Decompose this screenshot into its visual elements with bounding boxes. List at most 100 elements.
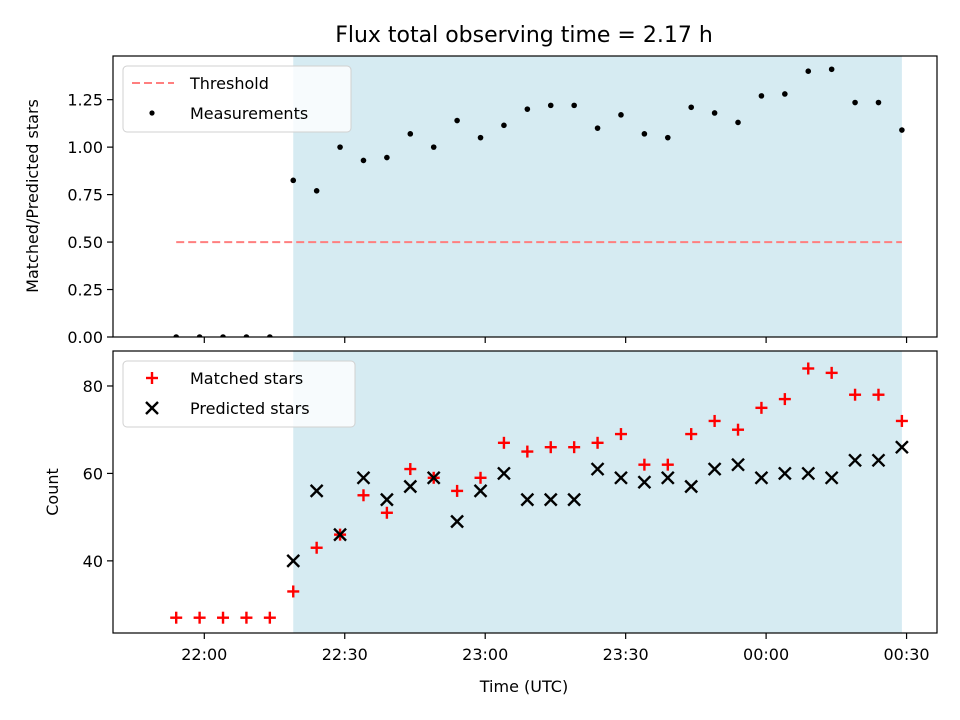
- predicted-stars-point: [380, 492, 394, 507]
- measurements-point: [337, 144, 343, 150]
- matched-stars-point: [825, 366, 838, 379]
- measurements-point: [407, 131, 414, 137]
- matched-stars-point: [287, 585, 300, 598]
- measurements-point: [899, 127, 905, 133]
- measurements-point: [360, 157, 367, 164]
- matched-stars-point: [451, 484, 464, 497]
- predicted-stars-point: [473, 484, 488, 498]
- counts-axes-frame: [112, 350, 938, 634]
- matched-stars-point: [708, 414, 721, 427]
- measurements-legend-swatch: [149, 110, 155, 116]
- predicted-stars-point: [871, 453, 886, 468]
- predicted-stars-point: [497, 466, 511, 481]
- measurements-point: [220, 334, 226, 337]
- predicted-stars-point: [684, 479, 699, 494]
- measurements-point: [384, 154, 390, 161]
- measurements-point: [664, 134, 671, 141]
- predicted-stars-point: [731, 457, 745, 472]
- measurements-point: [243, 334, 250, 337]
- threshold-legend-label: Threshold: [189, 74, 269, 93]
- matched-stars-point: [357, 489, 370, 502]
- x-tick-label: 00:00: [743, 645, 789, 664]
- counts-y-tick-label: 60: [83, 464, 103, 483]
- matched-stars-point: [778, 393, 791, 406]
- measurements-point: [875, 99, 882, 106]
- measurements-point: [828, 66, 835, 73]
- measurements-point: [594, 125, 601, 131]
- matched-stars-point: [217, 611, 230, 624]
- measurements-point: [524, 106, 531, 112]
- ratio-axes-frame: [112, 55, 938, 338]
- matched-stars-point: [521, 445, 534, 458]
- measurements-point: [477, 134, 484, 141]
- matched-stars-point: [193, 611, 206, 624]
- matched-stars-point: [404, 463, 417, 476]
- predicted-stars-point: [707, 462, 722, 476]
- matched-stars-point: [170, 611, 183, 624]
- ratio-y-tick-label: 0.50: [67, 233, 103, 252]
- measurements-point: [173, 334, 180, 337]
- measurements-point: [735, 119, 741, 126]
- measurements-point: [196, 334, 203, 337]
- x-tick-label: 23:30: [603, 645, 649, 664]
- measurements-point: [688, 104, 695, 111]
- ratio-y-tick-label: 0.25: [67, 281, 103, 300]
- predicted-stars-point: [426, 470, 441, 485]
- matched-stars-point: [685, 428, 698, 441]
- matched-stars-point: [310, 541, 323, 554]
- x-tick-label: 23:00: [462, 645, 508, 664]
- ratio-y-tick-label: 0.75: [67, 186, 103, 205]
- counts-y-tick-label: 80: [83, 377, 103, 396]
- ratio-y-axis-label: Matched/Predicted stars: [23, 99, 42, 293]
- measurements-point: [454, 117, 460, 124]
- measurements-point: [852, 99, 858, 106]
- predicted-stars-point: [660, 470, 675, 485]
- measurements-point: [782, 91, 788, 97]
- matched-stars-point: [638, 458, 651, 471]
- ratio-y-tick-label: 0.00: [67, 328, 103, 347]
- ratio-y-tick-label: 1.00: [67, 138, 103, 157]
- matched-stars-legend-swatch: [146, 372, 158, 384]
- predicted-stars-point: [895, 440, 909, 455]
- x-tick-label: 22:30: [322, 645, 368, 664]
- measurements-point: [618, 112, 624, 118]
- predicted-stars-point: [543, 492, 558, 507]
- matched-stars-point: [544, 441, 557, 454]
- predicted-stars-point: [777, 466, 792, 481]
- matched-stars-legend-label: Matched stars: [190, 369, 303, 388]
- predicted-stars-point: [286, 554, 301, 568]
- measurements-point: [547, 102, 554, 109]
- measurements-point: [711, 110, 718, 116]
- matched-stars-point: [895, 414, 908, 427]
- matched-stars-point: [849, 388, 862, 401]
- measurements-point: [641, 131, 648, 137]
- measurements-legend-label: Measurements: [190, 104, 308, 123]
- matched-stars-point: [380, 506, 393, 519]
- measurements-point: [571, 102, 577, 109]
- matched-stars-point: [661, 458, 674, 471]
- ratio-shaded-span: [293, 56, 902, 337]
- predicted-stars-legend-label: Predicted stars: [190, 399, 310, 418]
- counts-legend: Matched stars Predicted stars: [122, 360, 356, 428]
- measurements-point: [290, 177, 297, 184]
- predicted-stars-point: [403, 479, 418, 494]
- measurements-point: [805, 68, 812, 74]
- matched-stars-point: [614, 428, 627, 441]
- matched-stars-point: [802, 362, 815, 375]
- predicted-stars-point: [520, 492, 535, 507]
- matched-stars-point: [591, 436, 604, 449]
- predicted-stars-point: [356, 470, 371, 485]
- measurements-point: [758, 93, 765, 99]
- measurements-point: [313, 188, 320, 194]
- measurements-point: [501, 122, 507, 129]
- ratio-panel: 0.00 0.25 0.50 0.75 1.00 1.25 Matched/Predict…: [23, 55, 938, 347]
- matched-stars-point: [732, 423, 745, 436]
- counts-y-axis-label: Count: [43, 468, 62, 516]
- predicted-stars-point: [309, 484, 324, 498]
- matched-stars-point: [872, 388, 885, 401]
- predicted-stars-point: [848, 453, 862, 468]
- ratio-y-tick-label: 1.25: [67, 91, 103, 110]
- counts-shaded-span: [293, 351, 902, 633]
- measurements-point: [430, 144, 437, 150]
